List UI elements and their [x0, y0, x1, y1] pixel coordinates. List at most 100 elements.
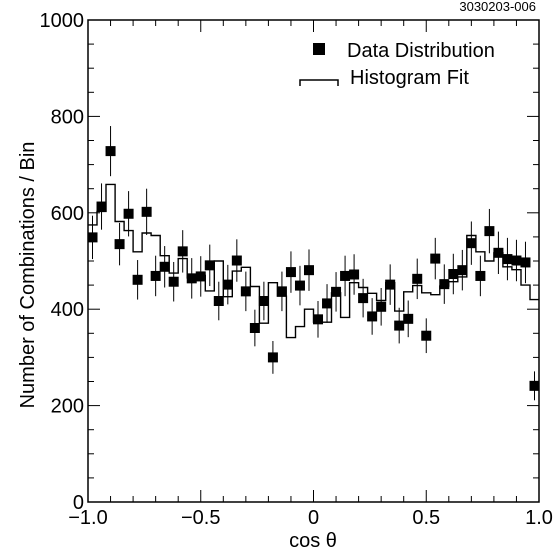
- data-point: [258, 281, 269, 321]
- y-tick-label: 400: [51, 299, 84, 321]
- legend: Data Distribution Histogram Fit: [299, 40, 495, 89]
- data-marker: [466, 238, 477, 249]
- data-point: [511, 239, 522, 282]
- data-marker: [349, 269, 360, 280]
- data-point: [520, 241, 531, 284]
- legend-marker-data: [313, 43, 325, 55]
- data-marker: [322, 298, 333, 309]
- x-tick-label: 1.0: [525, 507, 553, 529]
- data-marker: [520, 257, 531, 268]
- data-marker: [231, 255, 242, 266]
- data-point: [231, 239, 242, 282]
- data-marker: [105, 146, 116, 157]
- data-point: [367, 298, 378, 335]
- data-marker: [267, 352, 278, 363]
- data-marker: [439, 279, 450, 290]
- data-marker: [430, 253, 441, 264]
- data-marker: [484, 226, 495, 237]
- data-marker: [168, 276, 179, 287]
- data-point: [276, 271, 287, 312]
- data-marker: [276, 286, 287, 297]
- data-point: [385, 264, 396, 305]
- legend-marker-fit: [299, 79, 339, 86]
- data-point: [285, 251, 296, 293]
- data-marker: [222, 279, 233, 290]
- data-point: [267, 341, 278, 374]
- data-point: [475, 255, 486, 297]
- data-marker: [258, 296, 269, 307]
- data-point: [114, 222, 125, 266]
- data-point: [421, 318, 432, 354]
- x-tick-label: −0.5: [181, 507, 220, 529]
- data-point: [213, 281, 224, 321]
- y-tick-label: 600: [51, 203, 84, 225]
- data-point: [349, 254, 360, 295]
- data-point: [96, 183, 107, 230]
- data-point: [430, 237, 441, 280]
- y-tick-label: 1000: [40, 10, 85, 32]
- y-axis-label: Number of Combinations / Bin: [17, 142, 39, 409]
- data-marker: [493, 247, 504, 258]
- data-point: [457, 249, 468, 291]
- data-point: [222, 264, 233, 305]
- data-point: [249, 309, 260, 347]
- data-marker: [394, 320, 405, 331]
- data-marker: [150, 270, 161, 281]
- data-point: [132, 260, 143, 300]
- data-point: [186, 258, 197, 299]
- data-point: [159, 246, 170, 288]
- data-marker: [204, 260, 215, 271]
- data-marker: [114, 239, 125, 250]
- data-marker: [141, 206, 152, 217]
- data-marker: [249, 322, 260, 333]
- fit-histogram-line: [88, 183, 539, 339]
- data-point: [168, 261, 179, 302]
- figure-id-label: 3030203-006: [459, 0, 536, 14]
- data-point: [331, 272, 342, 312]
- data-point: [322, 284, 333, 323]
- data-marker: [529, 380, 540, 391]
- y-tick-label: 800: [51, 106, 84, 128]
- data-marker: [475, 270, 486, 281]
- axes: −1.0 −0.5 0 0.5 1.0 0 200 400 600 800 1000: [40, 10, 553, 529]
- data-point: [376, 287, 387, 326]
- y-tick-label: 0: [73, 492, 84, 514]
- data-marker: [285, 267, 296, 278]
- data-marker: [457, 265, 468, 276]
- data-marker: [96, 201, 107, 212]
- data-marker: [403, 313, 414, 324]
- data-marker: [511, 255, 522, 266]
- legend-label-data: Data Distribution: [347, 40, 495, 62]
- data-point: [195, 256, 206, 297]
- data-point: [240, 271, 251, 312]
- x-tick-label: 0.5: [412, 507, 440, 529]
- data-point: [303, 249, 314, 291]
- data-point: [439, 264, 450, 304]
- data-point: [529, 371, 540, 401]
- legend-label-fit: Histogram Fit: [350, 67, 469, 89]
- data-marker: [340, 270, 351, 281]
- data-point: [150, 255, 161, 297]
- data-marker: [159, 261, 170, 272]
- data-marker: [303, 265, 314, 276]
- data-marker: [412, 273, 423, 284]
- data-point: [403, 300, 414, 338]
- data-point: [141, 188, 152, 235]
- data-point: [105, 126, 116, 177]
- data-point: [394, 307, 405, 344]
- data-point: [358, 278, 369, 318]
- data-point: [177, 230, 188, 273]
- plot-layer: [87, 126, 540, 401]
- data-point: [466, 221, 477, 265]
- x-tick-label: 0: [308, 507, 319, 529]
- data-point: [502, 237, 513, 281]
- y-tick-label: 200: [51, 396, 84, 418]
- data-point: [340, 255, 351, 297]
- data-marker: [358, 293, 369, 304]
- data-marker: [313, 314, 324, 325]
- data-marker: [502, 254, 513, 265]
- x-axis-label: cos θ: [289, 530, 337, 552]
- data-marker: [421, 330, 432, 341]
- data-marker: [213, 296, 224, 307]
- data-marker: [132, 274, 143, 285]
